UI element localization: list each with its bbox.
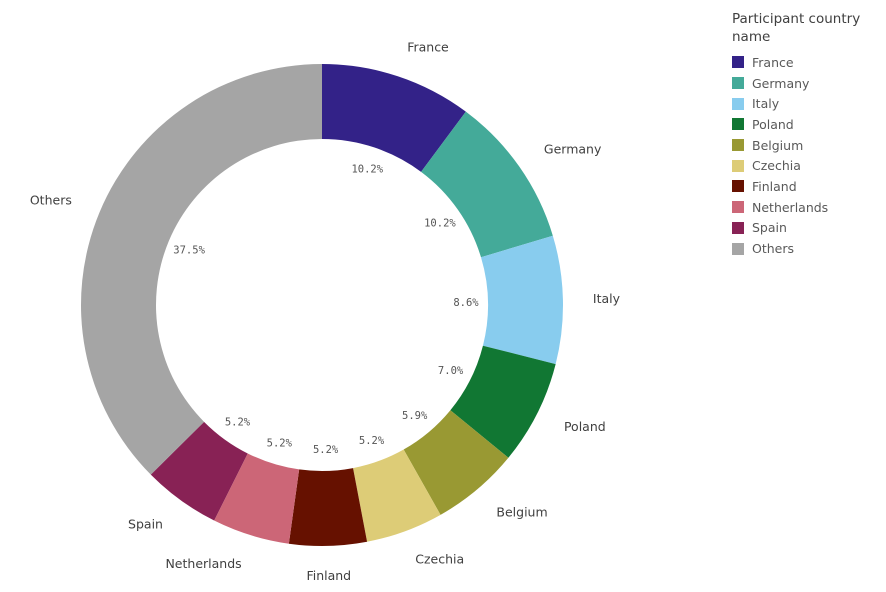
legend-label: France: [752, 54, 794, 70]
legend-item-netherlands[interactable]: Netherlands: [732, 197, 882, 218]
percent-label: 5.2%: [267, 438, 293, 450]
legend-label: Germany: [752, 75, 810, 91]
slice-poland[interactable]: [450, 345, 556, 458]
slice-label: Spain: [128, 516, 163, 531]
percent-label: 5.9%: [402, 410, 428, 422]
legend-label: Italy: [752, 96, 780, 112]
legend-item-belgium[interactable]: Belgium: [732, 135, 882, 156]
slice-france[interactable]: [322, 64, 466, 172]
slice-label: Belgium: [496, 504, 547, 519]
legend-swatch: [732, 77, 744, 90]
legend-swatch: [732, 118, 744, 131]
slice-label: Germany: [544, 141, 602, 156]
legend-item-germany[interactable]: Germany: [732, 73, 882, 94]
legend-label: Poland: [752, 116, 794, 132]
slice-label: Finland: [306, 568, 351, 583]
legend-item-poland[interactable]: Poland: [732, 114, 882, 135]
slice-others[interactable]: [80, 64, 322, 475]
legend-item-italy[interactable]: Italy: [732, 93, 882, 114]
slice-netherlands[interactable]: [214, 453, 300, 544]
legend-title: Participant country name: [732, 11, 861, 45]
legend: Participant country name France Germany It…: [732, 10, 882, 259]
legend-label: Others: [752, 241, 795, 257]
percent-label: 8.6%: [453, 297, 479, 309]
legend-item-czechia[interactable]: Czechia: [732, 155, 882, 176]
legend-swatch: [732, 159, 744, 172]
legend-swatch: [732, 180, 744, 193]
slice-italy[interactable]: [480, 235, 563, 365]
legend-swatch: [732, 139, 744, 152]
legend-label: Netherlands: [752, 199, 829, 215]
donut-slices: [80, 64, 563, 546]
legend-label: Czechia: [752, 158, 801, 174]
legend-label: Finland: [752, 178, 797, 194]
percent-label: 37.5%: [173, 245, 205, 257]
percent-label: 7.0%: [438, 365, 464, 377]
legend-label: Belgium: [752, 137, 804, 153]
legend-swatch: [732, 242, 744, 255]
slice-labels: France 10.2% Germany 10.2% Italy 8.6% Poland 7.…: [30, 40, 621, 583]
legend-swatch: [732, 56, 744, 69]
legend-swatch: [732, 201, 744, 214]
slice-label: Others: [30, 193, 72, 208]
legend-swatch: [732, 221, 744, 234]
slice-label: Netherlands: [165, 556, 241, 571]
percent-label: 5.2%: [313, 444, 339, 456]
legend-label: Spain: [752, 220, 787, 236]
percent-label: 5.2%: [225, 417, 251, 429]
legend-item-france[interactable]: France: [732, 52, 882, 73]
percent-label: 5.2%: [359, 435, 385, 447]
slice-czechia[interactable]: [353, 449, 441, 542]
donut-chart: France 10.2% Germany 10.2% Italy 8.6% Poland 7.…: [30, 40, 621, 583]
legend-items: France Germany Italy Poland Belgium Czechia Fi…: [732, 52, 882, 259]
slice-finland[interactable]: [288, 468, 368, 546]
percent-label: 10.2%: [351, 163, 383, 175]
slice-germany[interactable]: [421, 111, 553, 258]
slice-spain[interactable]: [150, 421, 248, 521]
slice-belgium[interactable]: [403, 410, 509, 515]
slice-label: Poland: [564, 419, 606, 434]
slice-label: Italy: [593, 291, 621, 306]
percent-label: 10.2%: [424, 217, 456, 229]
slice-label: France: [407, 40, 449, 55]
legend-swatch: [732, 97, 744, 110]
legend-item-spain[interactable]: Spain: [732, 218, 882, 239]
legend-item-finland[interactable]: Finland: [732, 176, 882, 197]
slice-label: Czechia: [415, 551, 464, 566]
legend-item-others[interactable]: Others: [732, 238, 882, 259]
